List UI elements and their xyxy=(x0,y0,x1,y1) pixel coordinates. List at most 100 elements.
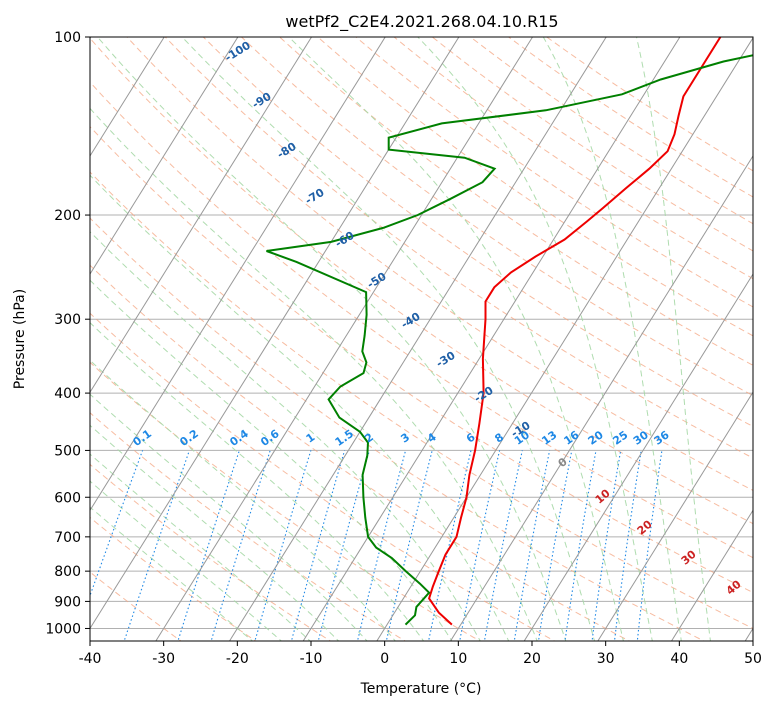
dry-adiabat xyxy=(90,37,753,525)
moist-adiabat xyxy=(90,174,510,641)
y-axis-title: Pressure (hPa) xyxy=(12,289,28,389)
isotherm-line xyxy=(597,391,753,641)
isotherm-line xyxy=(670,509,753,641)
moist-adiabat xyxy=(636,37,712,641)
moist-adiabat xyxy=(90,480,283,641)
isotherm-line xyxy=(155,37,534,641)
isotherm-label: -30 xyxy=(434,349,458,371)
isotherm-line xyxy=(449,155,753,641)
moist-adiabat xyxy=(90,107,538,641)
moist-adiabat xyxy=(542,37,682,641)
y-tick-label: 900 xyxy=(54,594,81,610)
dry-adiabat xyxy=(90,217,706,641)
isotherm-line xyxy=(228,37,607,641)
isotherm-line xyxy=(376,37,753,641)
mixing-ratio-line xyxy=(636,450,663,641)
dry-adiabat xyxy=(90,312,556,641)
mixing-ratio-label: 4 xyxy=(425,430,439,445)
dry-adiabat xyxy=(90,171,753,630)
mixing-ratio-line xyxy=(317,450,370,641)
isotherm-line xyxy=(302,37,681,641)
dry-adiabat xyxy=(90,125,753,594)
moist-adiabat-label: 30 xyxy=(679,547,699,567)
isotherm-line xyxy=(90,37,313,394)
isotherm-label: -40 xyxy=(399,310,423,332)
dry-adiabat xyxy=(507,37,753,198)
dry-adiabat xyxy=(355,37,753,308)
moist-adiabat xyxy=(90,231,481,641)
moist-adiabat xyxy=(181,37,596,641)
moist-adiabat-label: 40 xyxy=(724,577,744,597)
isotherm-line xyxy=(90,37,239,276)
isotherm-label: -20 xyxy=(472,384,496,406)
dry-adiabat xyxy=(317,37,753,337)
plot-frame xyxy=(89,36,754,642)
y-tick-label: 300 xyxy=(54,312,81,328)
mixing-ratio-label: 1.5 xyxy=(333,427,356,449)
axis-ticks: -40 -30 -20 -10 0 10 20 30 40 5010020030040050060… xyxy=(45,30,762,667)
dry-adiabat xyxy=(431,37,753,252)
mixing-ratio-line xyxy=(356,450,407,641)
x-tick-label: 40 xyxy=(670,651,688,667)
y-tick-label: 700 xyxy=(54,530,81,546)
mixing-ratio-label: 0.2 xyxy=(177,427,200,449)
x-tick-label: 50 xyxy=(744,651,762,667)
isotherm-label: -100 xyxy=(223,39,254,65)
isotherm-line xyxy=(90,37,460,630)
mixing-ratio-line xyxy=(123,450,190,641)
mixing-ratio-line xyxy=(483,450,523,641)
x-axis-title: Temperature (°C) xyxy=(360,681,482,697)
y-tick-label: 500 xyxy=(54,443,81,459)
moist-adiabat xyxy=(90,453,311,641)
y-tick-label: 800 xyxy=(54,564,81,580)
y-tick-label: 100 xyxy=(54,30,81,46)
dry-adiabat xyxy=(164,37,753,459)
isotherm-label: -60 xyxy=(333,229,357,251)
moist-adiabat xyxy=(97,37,567,641)
x-tick-label: 0 xyxy=(380,651,389,667)
mixing-ratio-label: 0.6 xyxy=(258,427,282,449)
moist-adiabat xyxy=(90,359,396,641)
moist-adiabat-label: 20 xyxy=(635,517,655,537)
mixing-ratio-line xyxy=(254,450,312,641)
moist-adiabat xyxy=(90,279,453,641)
x-tick-label: -20 xyxy=(226,651,249,667)
mixing-ratio-line xyxy=(90,450,144,598)
isotherm-line xyxy=(90,37,386,512)
y-tick-label: 600 xyxy=(54,490,81,506)
y-tick-label: 400 xyxy=(54,386,81,402)
mixing-ratio-line xyxy=(177,450,240,641)
x-tick-label: -10 xyxy=(300,651,323,667)
mixing-ratio-line xyxy=(428,450,472,641)
moist-adiabat xyxy=(90,322,425,641)
x-tick-label: 30 xyxy=(597,651,615,667)
chart-title: wetPf2_C2E4.2021.268.04.10.R15 xyxy=(285,12,558,32)
dry-adiabat xyxy=(90,81,753,559)
dry-adiabat xyxy=(90,463,332,641)
temperature-series xyxy=(428,37,722,626)
dry-adiabat xyxy=(90,571,182,641)
background-lines xyxy=(90,37,753,641)
mixing-ratio-line xyxy=(385,450,433,641)
y-tick-label: 1000 xyxy=(45,621,81,637)
mixing-ratio-line xyxy=(210,450,271,641)
x-tick-label: -40 xyxy=(79,651,102,667)
mixing-ratio-label: 16 xyxy=(561,428,581,448)
mixing-ratio-label: 30 xyxy=(631,428,651,448)
mixing-ratio-line xyxy=(613,450,642,641)
moist-adiabat xyxy=(417,37,653,641)
moist-adiabat xyxy=(90,393,368,641)
dewpoint-series xyxy=(266,54,753,626)
x-tick-label: 10 xyxy=(449,651,467,667)
moist-adiabat xyxy=(90,506,254,641)
mixing-ratio-label: 8 xyxy=(492,430,506,445)
isotherm-line xyxy=(523,273,753,641)
x-tick-label: 20 xyxy=(523,651,541,667)
dry-adiabat xyxy=(90,264,631,641)
mixing-ratio-line xyxy=(290,450,346,641)
dry-adiabat xyxy=(90,516,257,641)
dry-adiabat xyxy=(126,37,753,491)
data-series xyxy=(266,37,753,626)
x-tick-label: -30 xyxy=(152,651,175,667)
